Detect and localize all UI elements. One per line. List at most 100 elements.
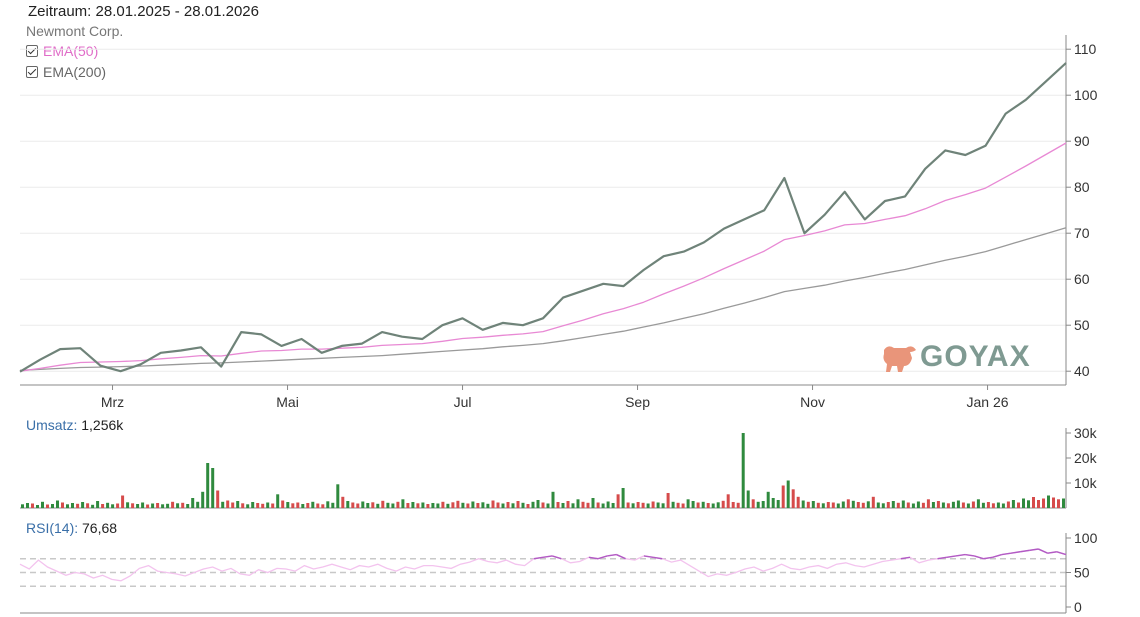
volume-bar <box>381 500 385 509</box>
rsi-overbought-segment <box>1047 551 1057 554</box>
volume-bar <box>56 500 59 508</box>
volume-tick-label: 30k <box>1074 425 1098 441</box>
volume-bar <box>266 502 270 508</box>
volume-bar <box>871 496 875 509</box>
volume-bar <box>636 502 640 508</box>
volume-bar <box>906 502 910 508</box>
volume-bar <box>571 503 575 509</box>
volume-bar <box>611 503 615 508</box>
volume-bar <box>151 503 155 508</box>
volume-bar <box>401 499 405 509</box>
volume-value: 1,256k <box>81 417 124 433</box>
volume-bar <box>726 494 730 509</box>
volume-bar <box>61 502 64 508</box>
rsi-overbought-segment <box>597 555 608 560</box>
volume-bar <box>501 503 505 508</box>
volume-bar <box>511 503 515 509</box>
rsi-tick-label: 0 <box>1074 599 1082 615</box>
rsi-overbought-segment <box>607 553 617 557</box>
volume-bar <box>31 503 34 508</box>
rsi-overbought-segment <box>937 556 947 560</box>
y-tick-label: 100 <box>1074 87 1098 103</box>
volume-bar <box>1006 501 1010 508</box>
instrument-name: Newmont Corp. <box>26 23 124 39</box>
rsi-overbought-segment <box>1020 549 1030 553</box>
volume-bar <box>911 503 915 508</box>
volume-bar <box>421 502 425 508</box>
x-tick-label: Sep <box>625 394 650 410</box>
volume-bar <box>1001 503 1005 508</box>
volume-bar <box>171 501 175 509</box>
volume-bar <box>366 503 370 508</box>
volume-bar <box>201 491 205 509</box>
volume-bar <box>1011 500 1015 508</box>
rsi-overbought-segment <box>946 555 957 559</box>
volume-bar <box>51 504 54 508</box>
volume-tick-label: 10k <box>1074 475 1098 491</box>
volume-bar <box>486 503 490 509</box>
rsi-overbought-segment <box>992 553 1002 559</box>
rsi-overbought-segment <box>643 555 654 559</box>
volume-bar <box>156 503 160 508</box>
volume-bar <box>231 502 235 508</box>
volume-bar <box>376 503 380 509</box>
volume-bar <box>436 503 440 508</box>
volume-bar <box>66 504 69 509</box>
y-tick-label: 80 <box>1074 179 1090 195</box>
rsi-overbought-segment <box>1001 552 1012 556</box>
rsi-tick-label: 50 <box>1074 565 1090 581</box>
volume-bar <box>451 502 455 509</box>
volume-bar <box>821 503 825 509</box>
volume-bar <box>291 503 295 509</box>
volume-bar <box>111 504 115 509</box>
volume-bar <box>456 500 460 509</box>
volume-bar <box>181 502 185 509</box>
volume-bar <box>306 503 310 508</box>
volume-bar <box>736 502 740 509</box>
volume-bar <box>626 502 630 508</box>
volume-bar <box>966 503 970 508</box>
volume-bar <box>991 503 995 509</box>
volume-bar <box>391 503 395 508</box>
volume-bar <box>701 501 705 509</box>
volume-bar <box>416 503 420 509</box>
volume-bar <box>881 503 885 509</box>
volume-bar <box>1062 498 1065 508</box>
volume-bar <box>211 468 215 508</box>
volume-bar <box>141 502 145 508</box>
volume-bar <box>116 503 120 508</box>
volume-bar <box>91 504 95 509</box>
rsi-overbought-segment <box>900 556 911 560</box>
legend-ema200-toggle[interactable]: EMA(200) <box>26 64 106 80</box>
volume-bar <box>721 500 725 509</box>
volume-bar <box>196 501 200 509</box>
volume-bar <box>496 502 500 508</box>
rsi-overbought-segment <box>551 555 562 560</box>
volume-bar <box>1047 495 1050 508</box>
y-tick-label: 40 <box>1074 363 1090 379</box>
volume-bar <box>281 500 285 508</box>
volume-bar <box>951 501 955 509</box>
volume-bar <box>81 502 85 508</box>
volume-bar <box>731 502 735 508</box>
rsi-overbought-segment <box>964 553 975 557</box>
volume-bar <box>341 496 345 509</box>
rsi-overbought-segment <box>533 556 544 560</box>
volume-bar <box>371 502 375 509</box>
checkbox-checked-icon[interactable] <box>26 45 38 57</box>
volume-bar <box>601 503 605 508</box>
legend-ema200-label: EMA(200) <box>43 64 107 80</box>
legend-ema50-toggle[interactable]: EMA(50) <box>26 43 98 59</box>
volume-bar <box>21 504 24 509</box>
volume-bar <box>946 503 950 509</box>
volume-bar <box>586 502 590 509</box>
bull-icon <box>883 346 916 372</box>
volume-bar <box>581 501 585 509</box>
volume-bar <box>46 504 49 508</box>
y-tick-label: 60 <box>1074 271 1090 287</box>
volume-bar <box>901 500 905 508</box>
volume-bar <box>751 499 755 509</box>
volume-bar <box>596 502 600 508</box>
checkbox-checked-icon[interactable] <box>26 66 38 78</box>
